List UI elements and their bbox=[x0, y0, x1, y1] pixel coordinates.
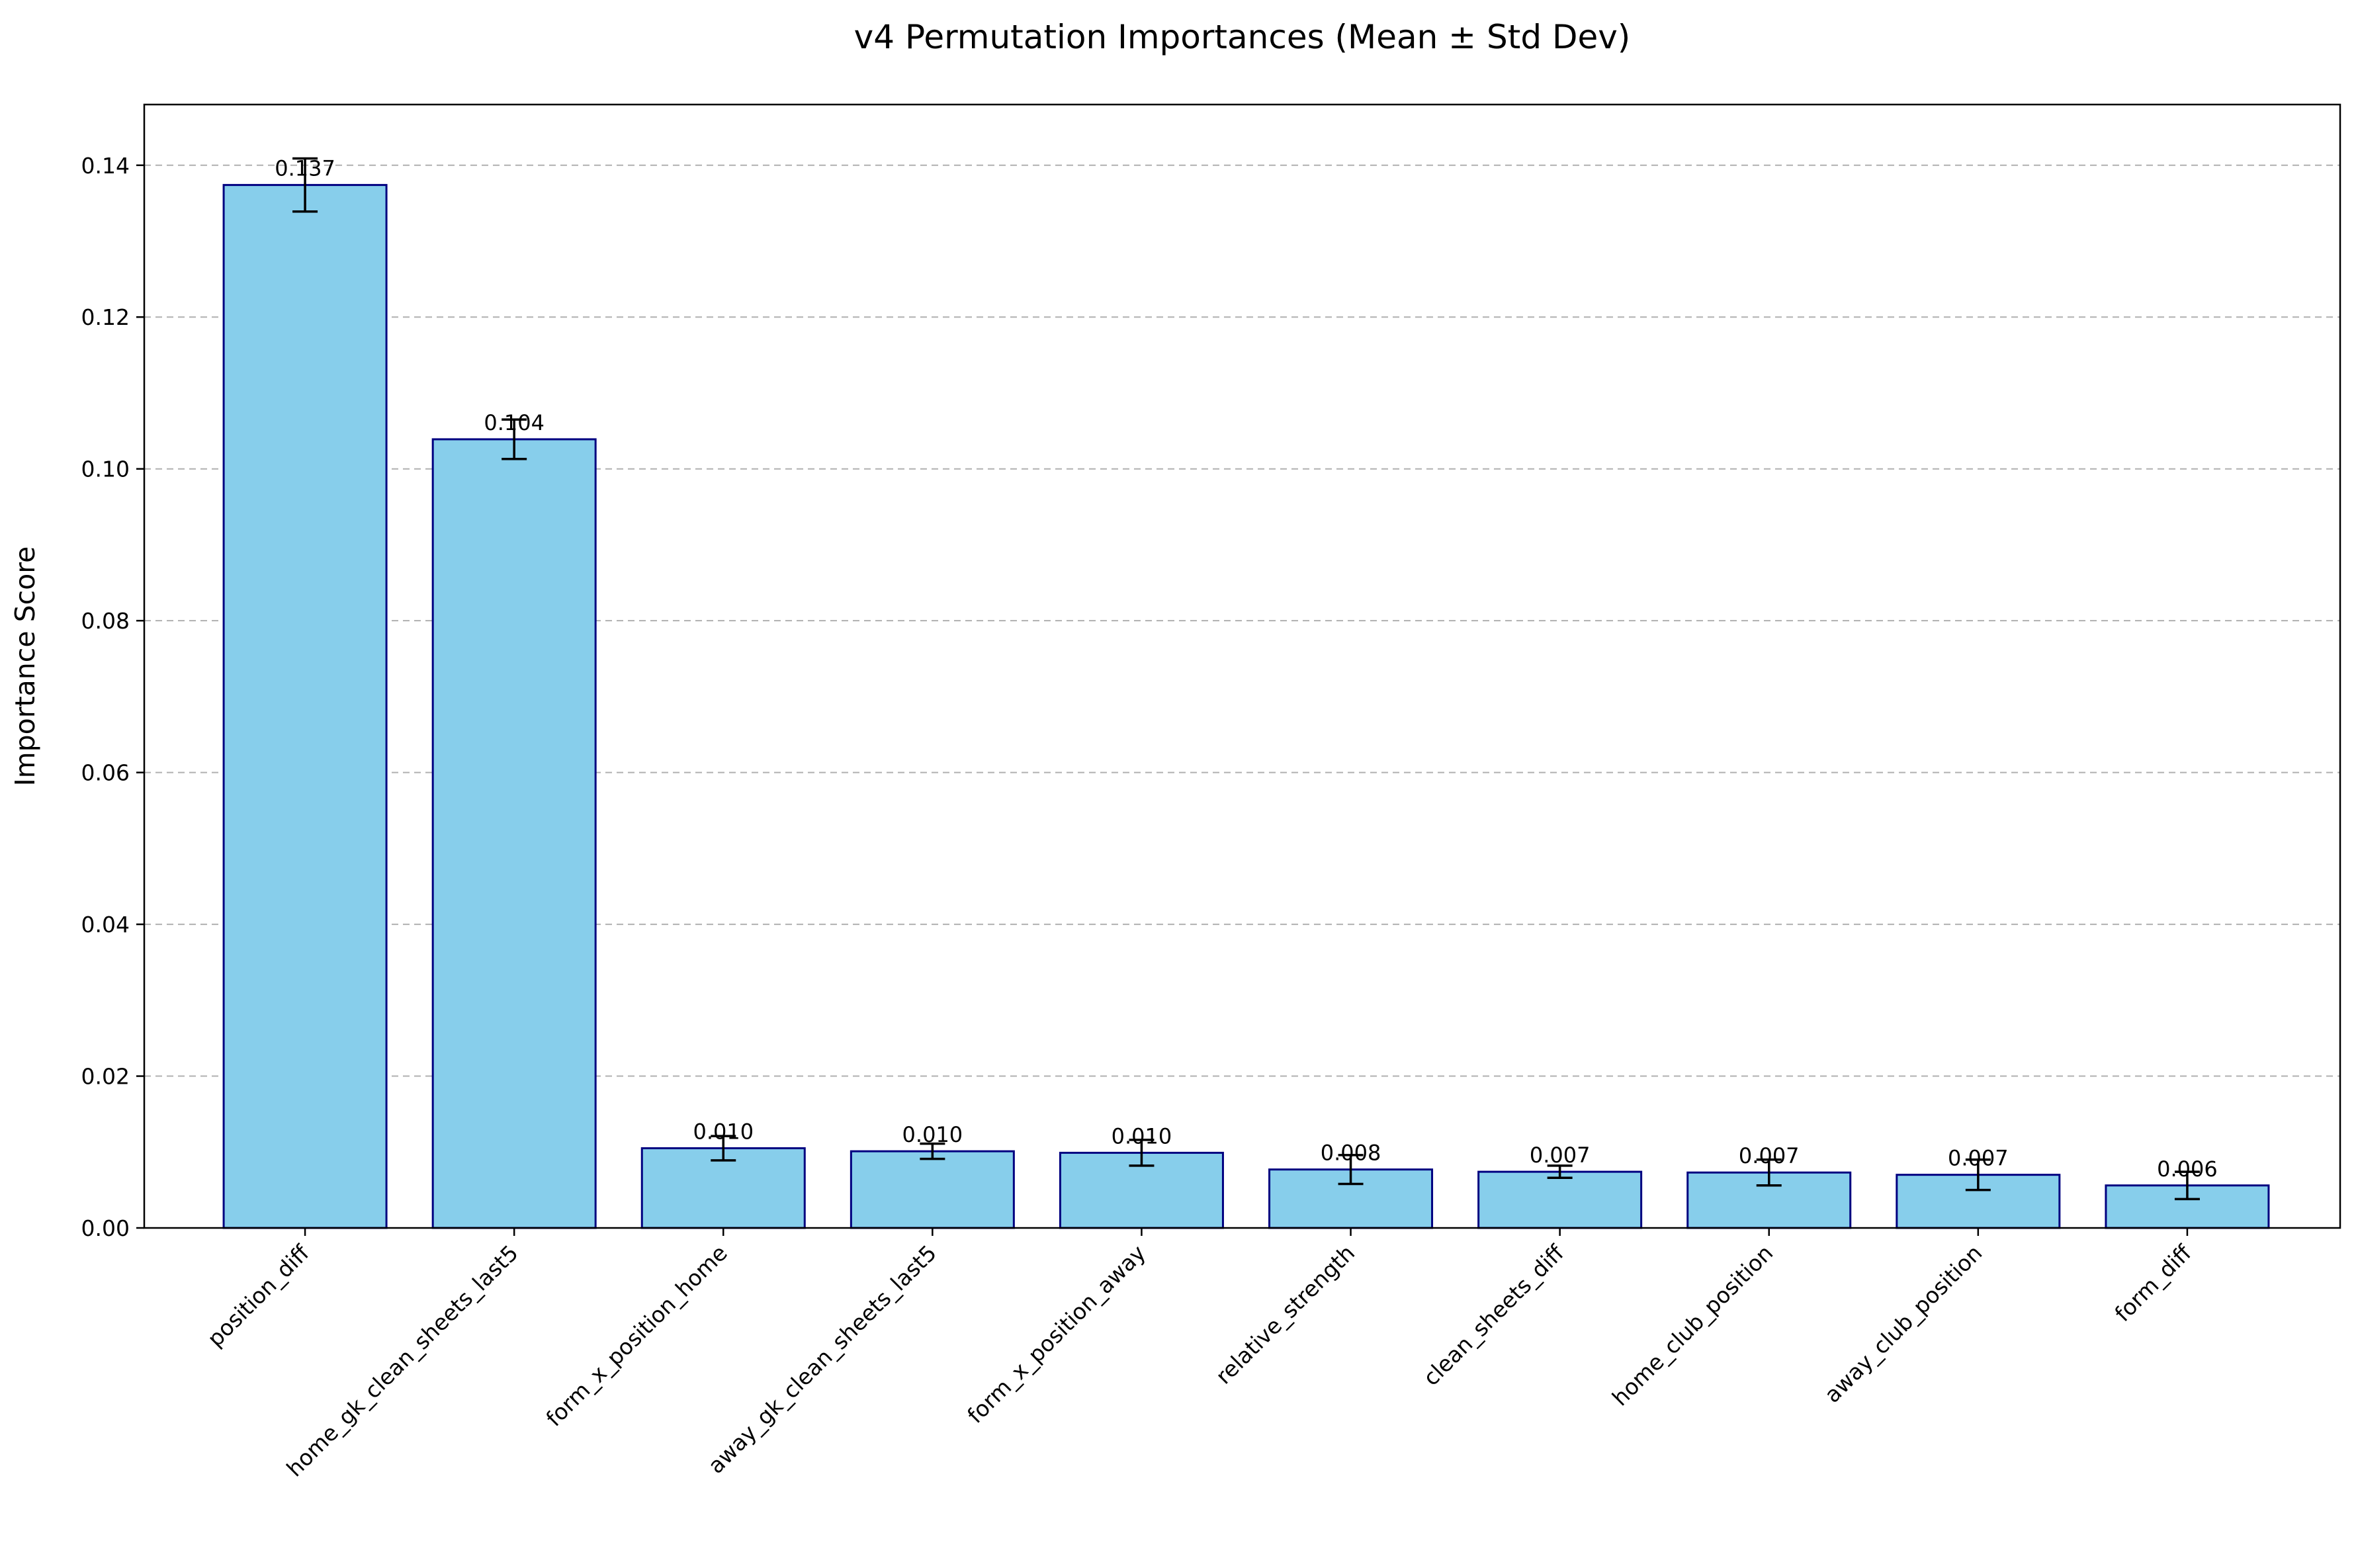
x-tick-label: home_club_position bbox=[1607, 1240, 1778, 1411]
x-tick-label: form_x_position_home bbox=[541, 1240, 732, 1431]
bar bbox=[1479, 1172, 1641, 1228]
value-label: 0.104 bbox=[484, 410, 545, 435]
value-label: 0.006 bbox=[2157, 1156, 2218, 1182]
y-tick-label: 0.10 bbox=[81, 457, 130, 482]
chart-title: v4 Permutation Importances (Mean ± Std D… bbox=[854, 18, 1631, 56]
x-tick-label: away_gk_clean_sheets_last5 bbox=[703, 1240, 941, 1479]
x-tick-label: clean_sheets_diff bbox=[1418, 1239, 1569, 1391]
bar bbox=[224, 185, 386, 1228]
x-axis-ticks: position_diffhome_gk_clean_sheets_last5f… bbox=[202, 1228, 2197, 1481]
y-tick-label: 0.12 bbox=[81, 304, 130, 330]
bar bbox=[433, 439, 595, 1228]
value-label: 0.010 bbox=[693, 1119, 754, 1145]
y-tick-label: 0.04 bbox=[81, 912, 130, 937]
value-label: 0.007 bbox=[1530, 1143, 1591, 1168]
y-tick-label: 0.00 bbox=[81, 1215, 130, 1241]
value-label: 0.007 bbox=[1739, 1143, 1800, 1168]
value-label: 0.008 bbox=[1321, 1141, 1381, 1166]
bar bbox=[851, 1151, 1014, 1228]
y-tick-label: 0.06 bbox=[81, 760, 130, 786]
value-label: 0.137 bbox=[275, 156, 335, 181]
y-tick-label: 0.14 bbox=[81, 153, 130, 179]
x-tick-label: away_club_position bbox=[1819, 1240, 1987, 1408]
value-label: 0.007 bbox=[1948, 1146, 2009, 1171]
x-tick-label: position_diff bbox=[202, 1239, 315, 1352]
x-tick-label: form_x_position_away bbox=[962, 1240, 1151, 1428]
value-label: 0.010 bbox=[1112, 1123, 1172, 1149]
bars bbox=[224, 185, 2269, 1228]
value-label: 0.010 bbox=[902, 1122, 963, 1147]
y-tick-label: 0.02 bbox=[81, 1064, 130, 1090]
y-axis-ticks: 0.00 0.02 0.04 0.06 0.08 0.10 0.12 0.14 bbox=[81, 153, 144, 1241]
x-tick-label: form_diff bbox=[2110, 1239, 2197, 1327]
y-axis-title: Importance Score bbox=[9, 546, 41, 787]
x-tick-label: home_gk_clean_sheets_last5 bbox=[281, 1240, 523, 1481]
x-tick-label: relative_strength bbox=[1211, 1240, 1360, 1389]
y-tick-label: 0.08 bbox=[81, 608, 130, 634]
